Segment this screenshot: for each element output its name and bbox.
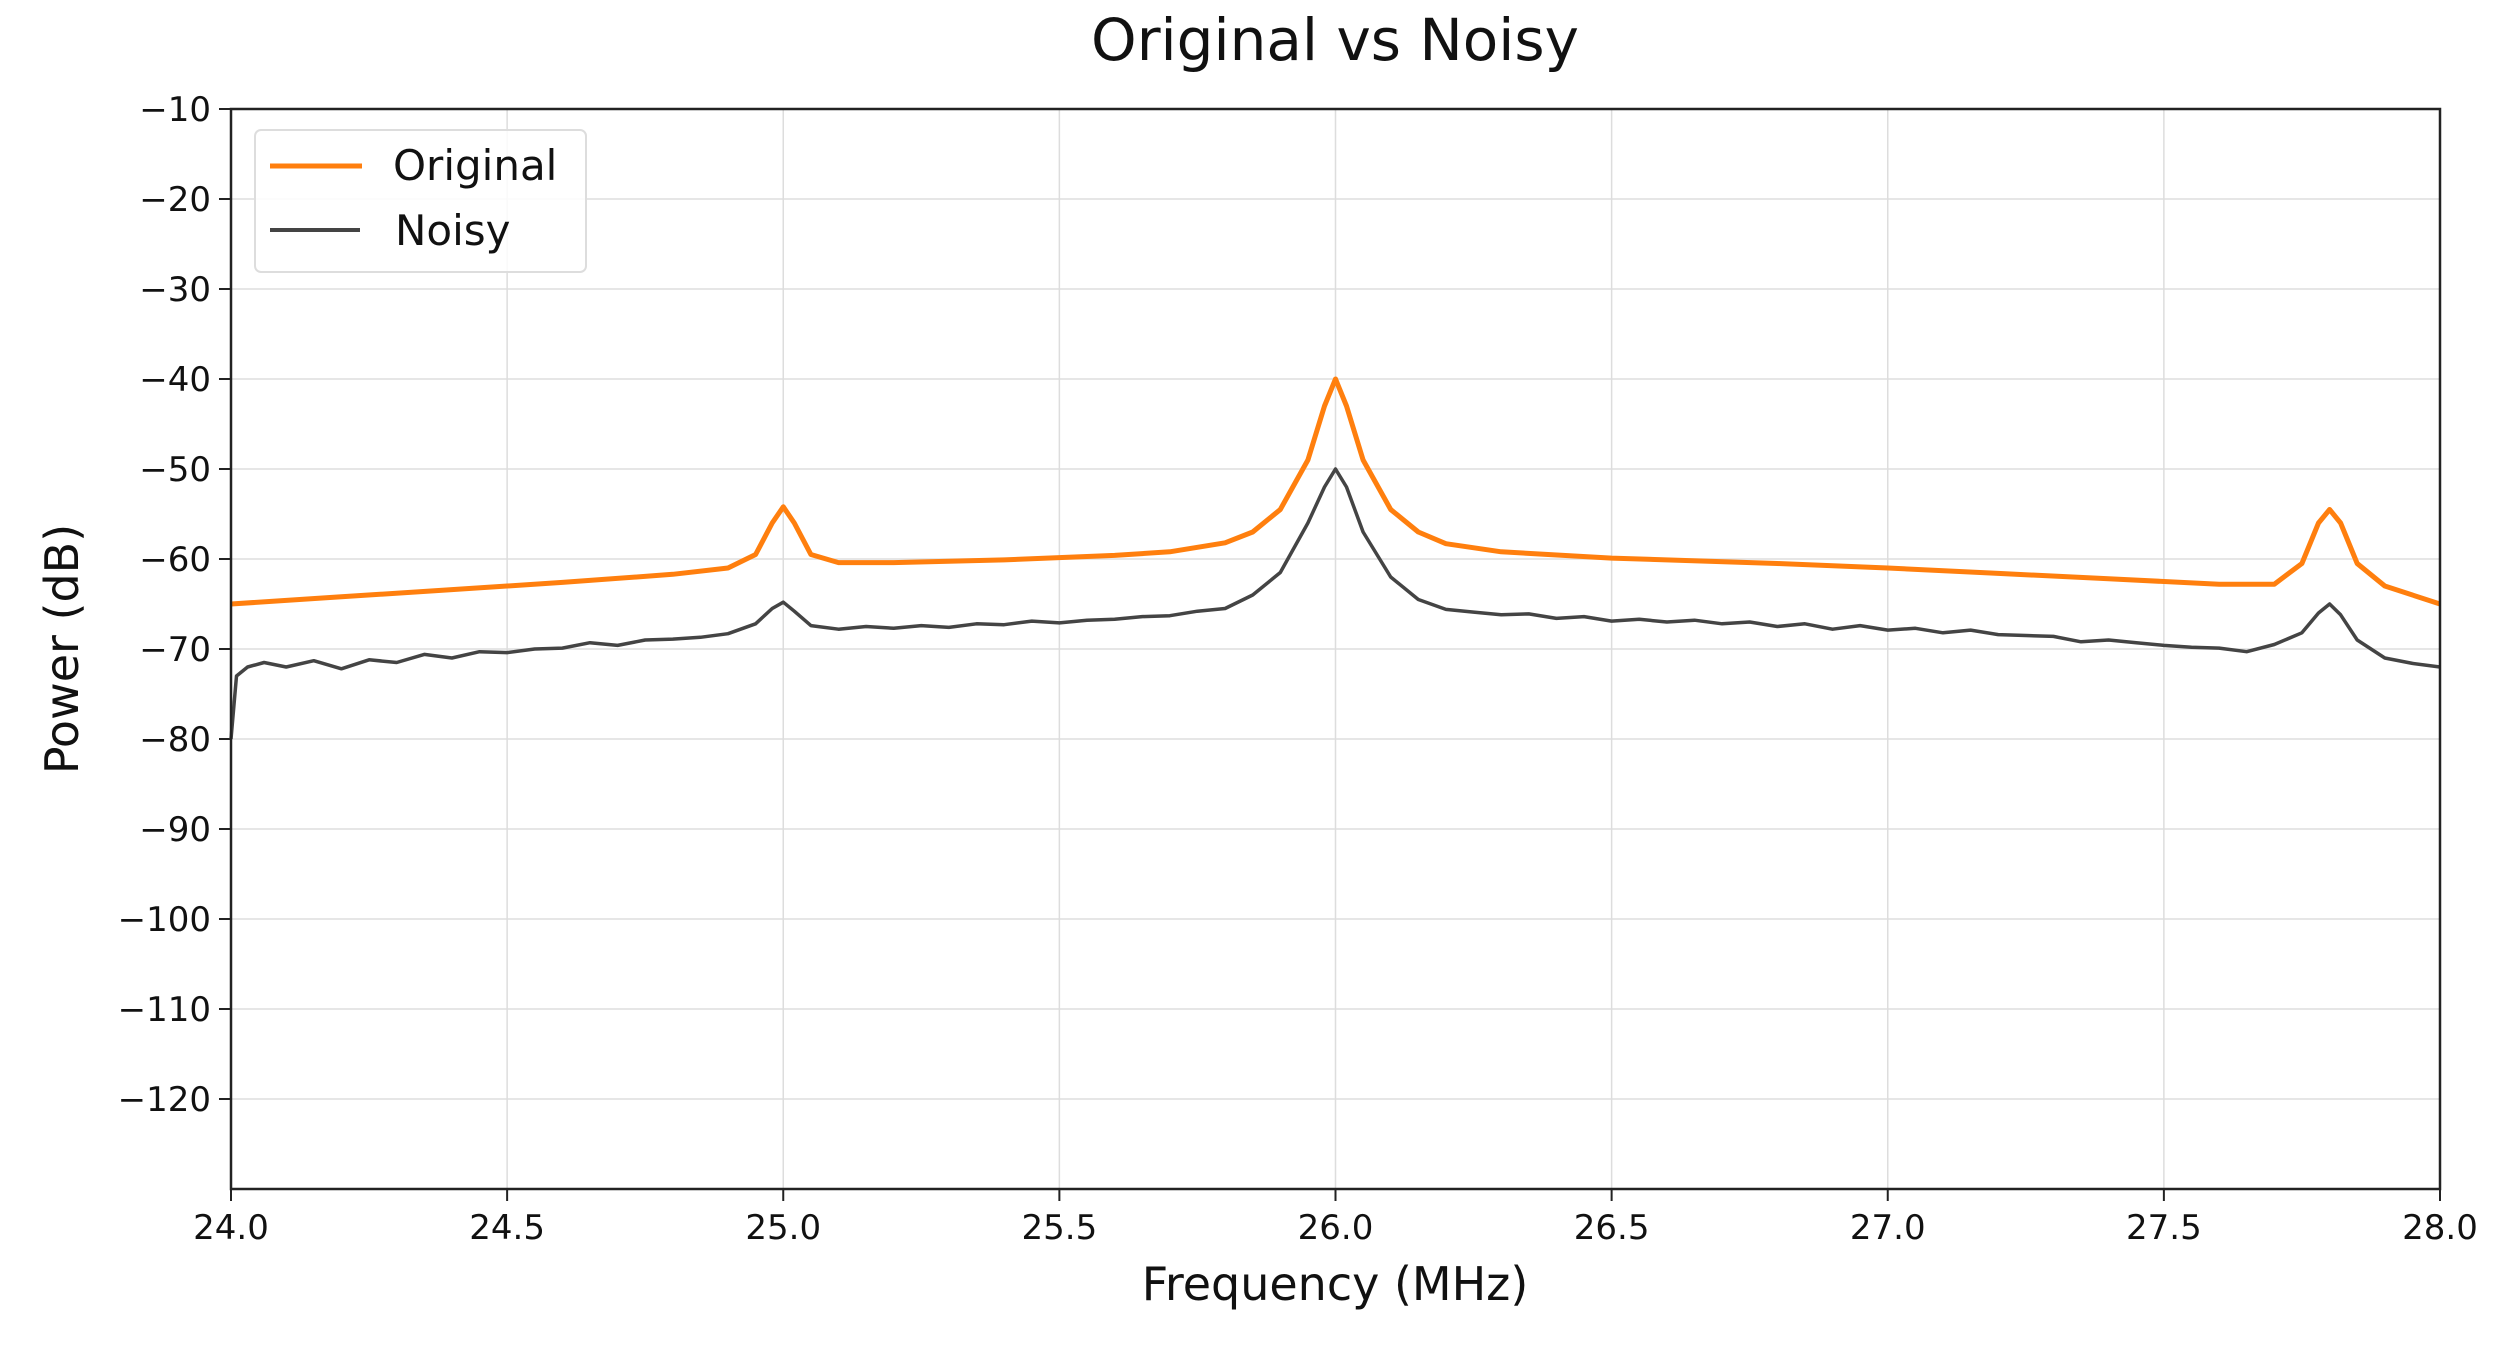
y-tick-label: −120 xyxy=(118,1080,211,1120)
y-tick-label: −90 xyxy=(139,810,211,850)
x-tick-label: 24.0 xyxy=(193,1208,269,1248)
y-tick-label: −110 xyxy=(118,990,211,1030)
y-tick-label: −10 xyxy=(139,90,211,130)
x-tick-label: 25.5 xyxy=(1022,1208,1098,1248)
x-tick-label: 28.0 xyxy=(2402,1208,2478,1248)
x-tick-label: 24.5 xyxy=(469,1208,545,1248)
x-tick-label: 26.0 xyxy=(1298,1208,1374,1248)
legend-label-noisy: Noisy xyxy=(395,206,511,255)
y-tick-label: −20 xyxy=(139,180,211,220)
x-tick-label: 27.5 xyxy=(2126,1208,2202,1248)
y-tick-label: −40 xyxy=(139,360,211,400)
plot-frame xyxy=(229,107,2442,1191)
x-tick-label: 25.0 xyxy=(745,1208,821,1248)
chart-title: Original vs Noisy xyxy=(1091,6,1579,74)
ticks: 24.0 24.5 25.0 25.5 26.0 26.5 27.0 27.5 28.0 −10 −… xyxy=(118,90,2478,1248)
y-tick-label: −50 xyxy=(139,450,211,490)
series-line-original xyxy=(230,376,2441,607)
y-tick-label: −100 xyxy=(118,900,211,940)
x-tick-label: 26.5 xyxy=(1574,1208,1650,1248)
x-axis-label: Frequency (MHz) xyxy=(1142,1257,1529,1311)
y-tick-label: −30 xyxy=(139,270,211,310)
series-lines xyxy=(229,376,2441,740)
x-tick-label: 27.0 xyxy=(1850,1208,1926,1248)
legend-label-original: Original xyxy=(393,141,557,190)
y-tick-label: −80 xyxy=(139,720,211,760)
legend: Original Noisy xyxy=(254,129,587,273)
y-tick-label: −70 xyxy=(139,630,211,670)
y-tick-label: −60 xyxy=(139,540,211,580)
series-line-noisy xyxy=(229,467,2441,740)
y-axis-label: Power (dB) xyxy=(35,524,89,774)
